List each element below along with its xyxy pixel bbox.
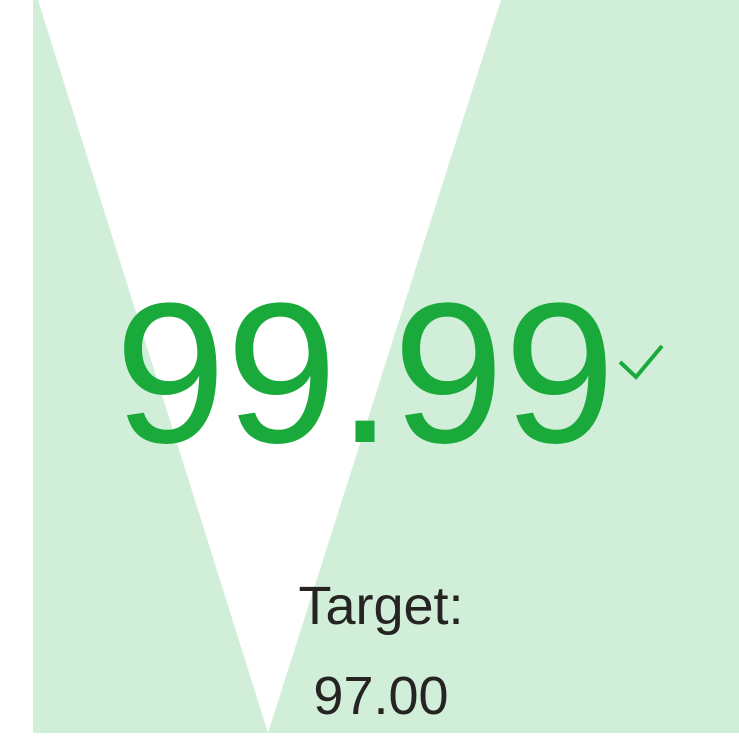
target-label: Target: <box>298 576 463 636</box>
target-value: 97.00 <box>313 666 448 726</box>
trend-shape <box>38 0 501 733</box>
kpi-value: 99.99 <box>115 262 616 485</box>
status-check-icon <box>618 344 664 380</box>
